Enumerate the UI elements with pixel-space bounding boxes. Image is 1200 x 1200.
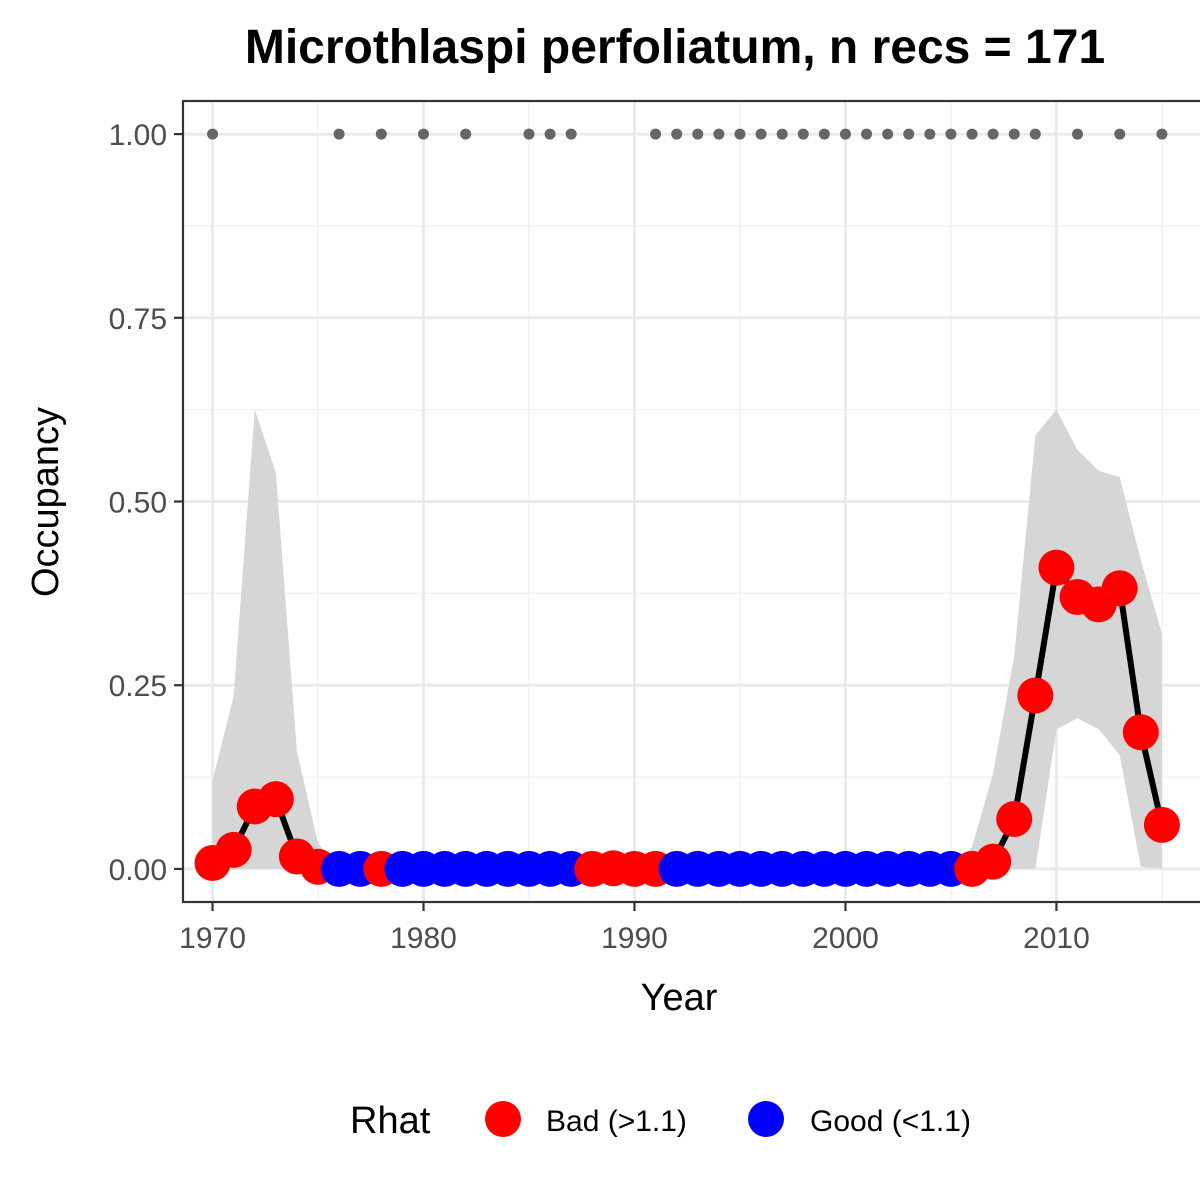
y-tick-label: 0.25 [109, 670, 167, 703]
record-point [375, 128, 387, 140]
occupancy-points [194, 549, 1180, 887]
record-markers [207, 128, 1168, 140]
record-point [1114, 128, 1126, 140]
record-point [650, 128, 662, 140]
record-point [755, 128, 767, 140]
x-tick-label: 2000 [812, 922, 879, 955]
legend-label-bad: Bad (>1.1) [546, 1105, 687, 1138]
legend-label-good: Good (<1.1) [810, 1105, 971, 1138]
x-tick-label: 1990 [601, 922, 668, 955]
legend: Rhat Bad (>1.1) Good (<1.1) [350, 1100, 971, 1142]
record-point [945, 128, 957, 140]
y-axis-title: Occupancy [25, 407, 67, 597]
x-tick-label: 1970 [179, 922, 246, 955]
y-tick-label: 0.75 [109, 303, 167, 336]
record-point [882, 128, 894, 140]
point-bad-rhat [1101, 570, 1138, 607]
record-point [333, 128, 345, 140]
point-bad-rhat [975, 843, 1012, 880]
legend-key-bad [485, 1101, 521, 1137]
point-bad-rhat [996, 800, 1033, 837]
record-point [797, 128, 809, 140]
legend-key-good [748, 1101, 784, 1137]
record-point [713, 128, 725, 140]
record-point [1008, 128, 1020, 140]
point-bad-rhat [1143, 806, 1180, 843]
record-point [692, 128, 704, 140]
point-bad-rhat [257, 781, 294, 818]
x-axis: 1970 1980 1990 2000 2010 [179, 902, 1090, 955]
record-point [1029, 128, 1041, 140]
record-point [1156, 128, 1168, 140]
record-point [966, 128, 978, 140]
point-bad-rhat [1038, 549, 1075, 586]
y-tick-label: 0.50 [109, 487, 167, 520]
record-point [734, 128, 746, 140]
record-point [207, 128, 219, 140]
point-bad-rhat [1122, 714, 1159, 751]
chart-title: Microthlaspi perfoliatum, n recs = 171 [245, 21, 1105, 74]
point-bad-rhat [215, 831, 252, 868]
record-point [776, 128, 788, 140]
record-point [924, 128, 936, 140]
ribbon-area [212, 409, 1162, 869]
record-point [987, 128, 999, 140]
credible-interval-ribbon [212, 409, 1162, 869]
record-point [861, 128, 873, 140]
x-axis-title: Year [641, 977, 718, 1019]
y-tick-label: 1.00 [109, 119, 167, 152]
record-point [818, 128, 830, 140]
record-point [523, 128, 535, 140]
record-point [544, 128, 556, 140]
record-point [839, 128, 851, 140]
x-tick-label: 2010 [1023, 922, 1090, 955]
record-point [460, 128, 472, 140]
y-tick-label: 0.00 [109, 854, 167, 887]
record-point [671, 128, 683, 140]
point-bad-rhat [1017, 677, 1054, 714]
record-point [1072, 128, 1084, 140]
legend-title: Rhat [350, 1100, 431, 1142]
record-point [418, 128, 430, 140]
record-point [565, 128, 577, 140]
record-point [903, 128, 915, 140]
x-tick-label: 1980 [390, 922, 457, 955]
y-axis: 0.00 0.25 0.50 0.75 1.00 [109, 119, 183, 887]
